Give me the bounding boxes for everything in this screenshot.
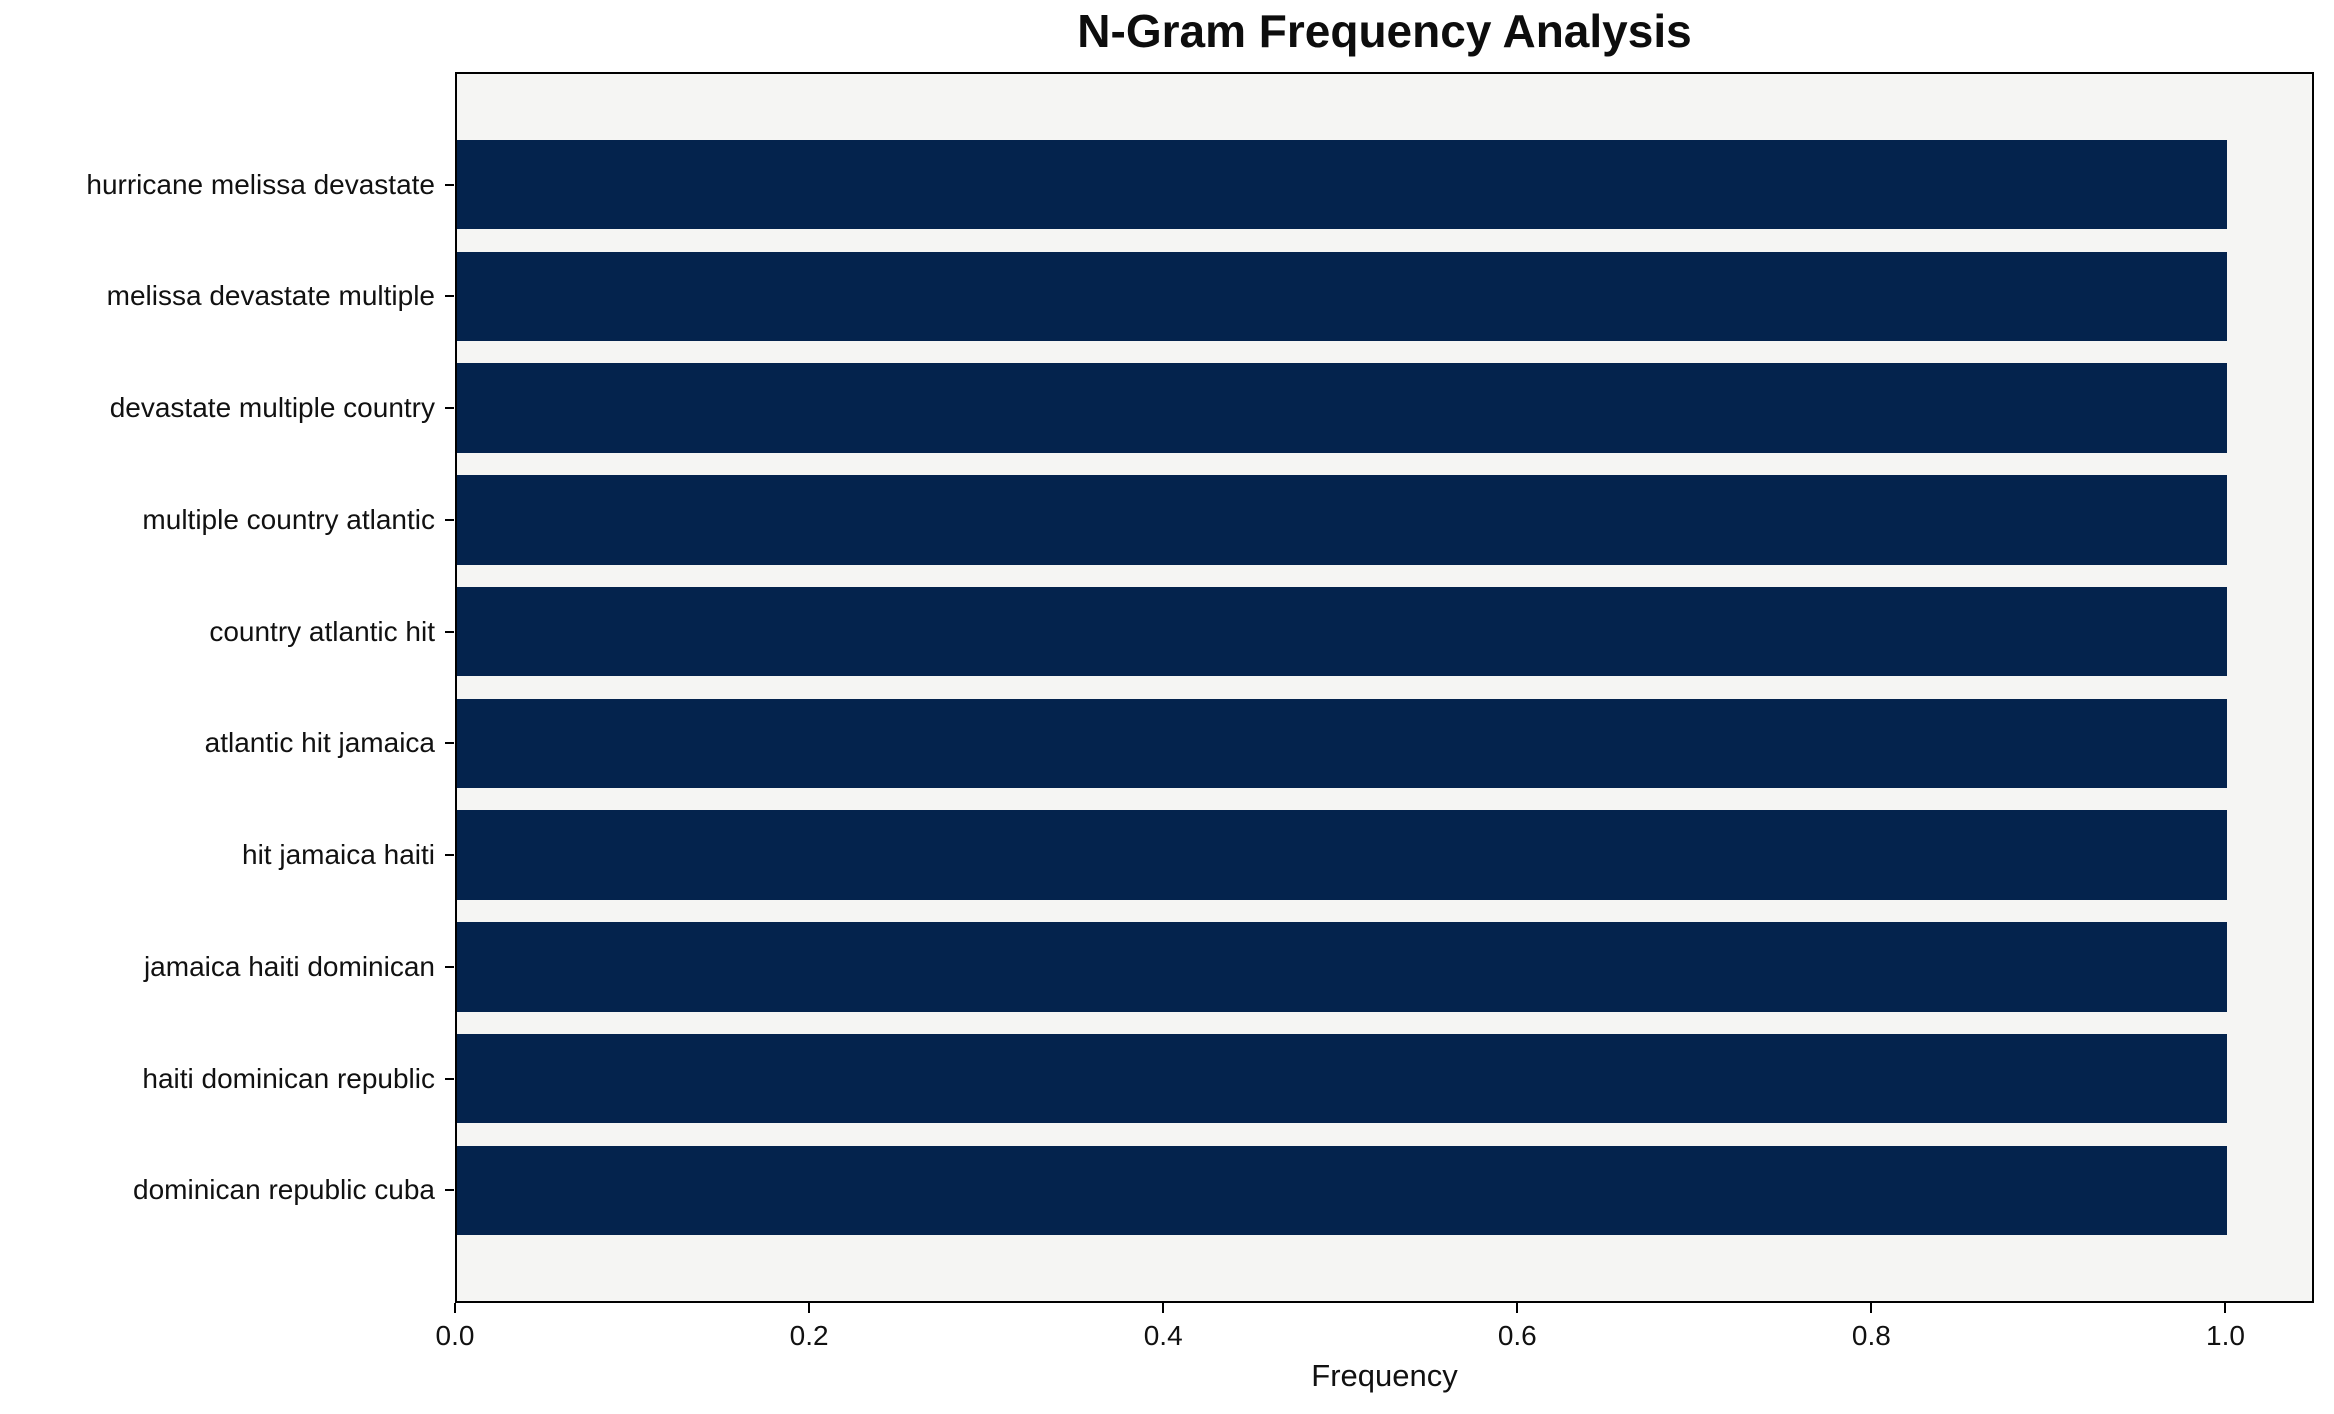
- y-tick: [445, 518, 454, 521]
- x-tick-label: 1.0: [2206, 1320, 2245, 1351]
- x-tick-label: 0.8: [1851, 1320, 1891, 1351]
- x-tick: [2224, 1303, 2227, 1313]
- x-tick-label: 0.2: [789, 1320, 829, 1351]
- y-tick: [445, 183, 454, 186]
- y-tick-label: jamaica haiti dominican: [143, 950, 435, 982]
- y-tick-label: hit jamaica haiti: [242, 839, 435, 871]
- y-tick-label: haiti dominican republic: [142, 1062, 435, 1094]
- y-tick: [445, 854, 454, 857]
- bar: [457, 1145, 2228, 1236]
- y-tick-label: devastate multiple country: [109, 392, 435, 424]
- y-tick-label: multiple country atlantic: [142, 503, 435, 535]
- bar: [457, 922, 2228, 1012]
- y-tick: [445, 295, 454, 298]
- y-tick-label: dominican republic cuba: [133, 1174, 435, 1206]
- bar: [457, 475, 2228, 565]
- y-tick-label: atlantic hit jamaica: [204, 727, 435, 759]
- bar: [457, 1034, 2228, 1124]
- bar: [457, 810, 2228, 900]
- x-tick-label: 0.0: [435, 1320, 475, 1351]
- bar: [457, 586, 2228, 677]
- y-tick-label: melissa devastate multiple: [106, 280, 435, 312]
- y-tick: [445, 965, 454, 968]
- y-tick-label: hurricane melissa devastate: [86, 168, 435, 200]
- bar: [457, 139, 2228, 230]
- x-tick: [1870, 1303, 1873, 1313]
- y-tick: [445, 407, 454, 410]
- bar: [457, 363, 2228, 453]
- y-tick: [445, 1077, 454, 1080]
- y-tick-label: country atlantic hit: [209, 615, 435, 647]
- bar: [457, 251, 2228, 341]
- x-tick: [1516, 1303, 1519, 1313]
- y-tick: [445, 742, 454, 745]
- y-tick: [445, 1189, 454, 1192]
- bar: [457, 698, 2228, 789]
- x-tick: [808, 1303, 811, 1313]
- x-tick: [454, 1303, 456, 1313]
- plot-area: [455, 72, 2314, 1303]
- y-tick: [445, 630, 454, 633]
- x-tick: [1162, 1303, 1165, 1313]
- x-tick-label: 0.4: [1143, 1320, 1183, 1351]
- x-tick-label: 0.6: [1497, 1320, 1537, 1351]
- x-axis-title: Frequency: [1311, 1358, 1458, 1393]
- chart-title: N-Gram Frequency Analysis: [1077, 5, 1692, 57]
